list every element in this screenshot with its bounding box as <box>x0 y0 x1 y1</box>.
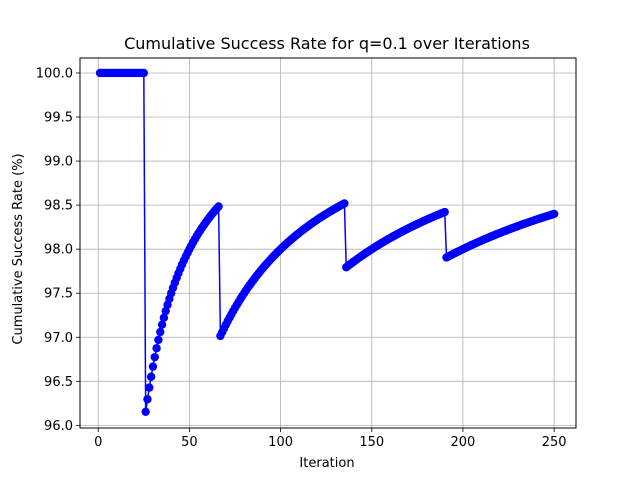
x-tick-label: 50 <box>181 435 198 450</box>
x-axis-label: Iteration <box>299 456 354 471</box>
data-point <box>154 335 163 345</box>
data-point <box>440 207 449 217</box>
x-tick-label: 0 <box>94 435 102 450</box>
y-tick-label: 99.5 <box>44 111 73 126</box>
x-tick-label: 150 <box>359 435 384 450</box>
y-axis-label: Cumulative Success Rate (%) <box>11 153 26 344</box>
x-tick-label: 100 <box>268 435 293 450</box>
y-tick-label: 99.0 <box>44 155 73 170</box>
y-tick-label: 96.0 <box>44 419 73 434</box>
series-layer <box>95 68 559 416</box>
y-tick-label: 100.0 <box>36 66 73 81</box>
data-point <box>146 372 156 381</box>
y-tick-label: 98.5 <box>44 199 73 214</box>
y-tick-label: 96.5 <box>44 375 73 390</box>
chart-title: Cumulative Success Rate for q=0.1 over I… <box>124 34 530 53</box>
y-tick-label: 97.0 <box>44 331 73 346</box>
data-point <box>340 199 349 208</box>
data-point <box>150 352 159 362</box>
data-point <box>156 327 165 337</box>
plot-frame <box>79 57 577 429</box>
data-point <box>148 362 158 371</box>
data-point <box>214 202 223 211</box>
grid-lines <box>80 58 576 428</box>
y-tick-label: 98.0 <box>44 243 73 258</box>
data-point <box>157 320 167 329</box>
data-point <box>549 209 559 219</box>
data-point <box>152 344 161 353</box>
x-tick-label: 250 <box>542 435 567 450</box>
data-point <box>139 68 149 78</box>
y-tick-label: 97.5 <box>44 287 73 302</box>
y-axis-ticks: 96.0 96.5 97.0 97.5 98.0 98.5 99.0 99.5 100.0 <box>36 66 80 434</box>
data-point <box>143 395 152 404</box>
data-point <box>141 407 150 416</box>
data-point <box>145 383 154 392</box>
x-tick-label: 200 <box>451 435 476 450</box>
x-axis-ticks: 0 50 100 150 200 250 <box>94 428 567 450</box>
data-point <box>159 313 169 322</box>
